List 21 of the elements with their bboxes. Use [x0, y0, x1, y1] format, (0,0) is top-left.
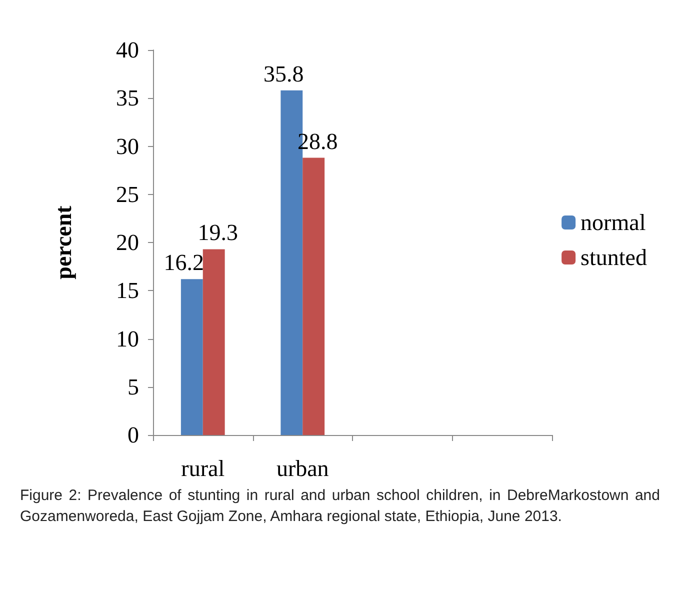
y-tick-label: 5 — [128, 374, 139, 400]
y-tick-label: 10 — [116, 326, 139, 352]
bar — [202, 249, 225, 435]
y-tick-label: 15 — [116, 278, 139, 304]
x-tick-label: rural — [181, 456, 225, 481]
y-tick-label: 25 — [116, 182, 139, 207]
y-axis-title: percent — [51, 205, 76, 280]
y-tick-label: 20 — [116, 230, 139, 255]
y-tick-label: 35 — [116, 86, 139, 111]
legend-label: normal — [580, 210, 646, 235]
x-tick-label: urban — [276, 456, 330, 481]
y-tick-label: 0 — [128, 422, 139, 448]
data-label: 19.3 — [198, 220, 238, 246]
y-tick-label: 30 — [116, 134, 139, 159]
caption: Figure 2: Prevalence of stunting in rural and urban school children, in DebreMarkostown and Gozamenworeda, East Gojjam Zone, Amhara regional state, Ethiopia, June 2013. — [20, 486, 660, 527]
bar — [302, 158, 325, 435]
legend-label: stunted — [580, 245, 648, 270]
y-tick-label: 40 — [116, 38, 139, 62]
data-label: 35.8 — [264, 61, 304, 86]
data-label: 16.2 — [164, 250, 204, 276]
bar — [180, 279, 203, 435]
